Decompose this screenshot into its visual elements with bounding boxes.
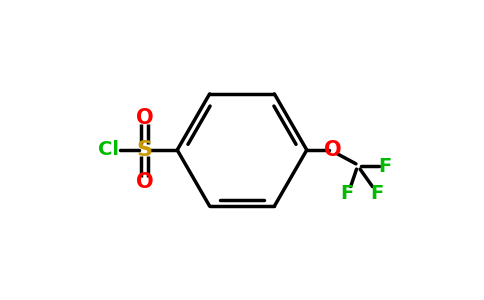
Text: F: F (370, 184, 383, 203)
Text: Cl: Cl (98, 140, 119, 160)
Text: F: F (340, 184, 353, 203)
Text: S: S (137, 140, 153, 160)
Text: O: O (136, 172, 153, 192)
Text: O: O (136, 108, 153, 127)
Text: O: O (324, 140, 342, 160)
Text: F: F (378, 157, 392, 176)
